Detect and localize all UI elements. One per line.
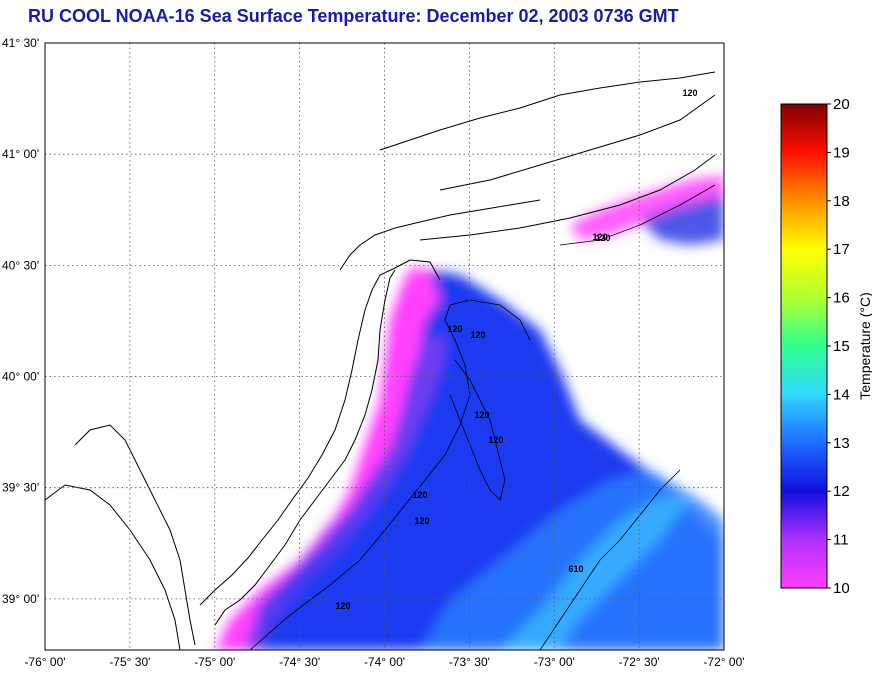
colorbar — [780, 103, 828, 589]
colorbar-tick-label: 19 — [833, 144, 850, 161]
colorbar-tick-label: 14 — [833, 386, 850, 403]
contour-label: 120 — [474, 410, 489, 420]
colorbar-tick-label: 16 — [833, 290, 850, 307]
latitude-labels: 41° 30' 41° 00' 40° 30' 40° 00' 39° 30' 39° 0… — [2, 36, 39, 606]
contour-610-slope — [539, 469, 681, 650]
coastline-ny-harbor — [339, 199, 541, 271]
contour-label: 120 — [335, 601, 350, 611]
sst-data-layer — [215, 175, 724, 650]
sst-field-sound-blue — [640, 195, 724, 245]
sst-field-cyan-streak — [500, 495, 690, 650]
contour-label: 120 — [470, 330, 485, 340]
latitude-label: 39° 30' — [2, 481, 39, 495]
map-frame — [44, 42, 725, 651]
colorbar-tick-label: 11 — [833, 532, 849, 549]
sst-field-shelf-purple — [240, 335, 445, 650]
latitude-label: 41° 30' — [2, 36, 39, 50]
coastline-connecticut — [379, 71, 716, 151]
bathymetry-layer — [249, 184, 716, 650]
contour-label: 120 — [595, 233, 610, 243]
longitude-label: -76° 00' — [24, 655, 65, 669]
coastline-long-island-south — [419, 154, 716, 241]
colorbar-tick-label: 15 — [833, 338, 850, 355]
colorbar-tick-label: 18 — [833, 193, 850, 210]
colorbar-tick-label: 10 — [833, 580, 850, 597]
contour-label: 610 — [568, 564, 583, 574]
latitude-label: 40° 00' — [2, 370, 39, 384]
coastline-long-island-north — [439, 94, 716, 191]
longitude-label: -72° 30' — [619, 655, 660, 669]
contour-label: 120 — [488, 435, 503, 445]
coastline-delaware-bay — [74, 424, 196, 646]
contour-label: 120 — [447, 324, 462, 334]
longitude-label: -74° 00' — [364, 655, 405, 669]
map-title: RU COOL NOAA-16 Sea Surface Temperature:… — [28, 6, 679, 26]
colorbar-tick-label: 13 — [833, 435, 850, 452]
colorbar-tick-label: 20 — [833, 96, 850, 113]
lat-lon-grid — [45, 43, 724, 650]
colorbar-ticks: 10 11 12 13 14 15 16 17 18 19 20 — [827, 96, 850, 597]
longitude-labels: -76° 00' -75° 30' -75° 00' -74° 30' -74° 00'… — [24, 655, 744, 669]
sst-field-sound-magenta — [570, 175, 724, 240]
coastline-layer — [45, 71, 716, 650]
longitude-label: -75° 00' — [194, 655, 235, 669]
coastline-nj — [214, 269, 396, 626]
longitude-label: -75° 30' — [109, 655, 150, 669]
longitude-label: -72° 00' — [703, 655, 744, 669]
contour-label: 120 — [412, 490, 427, 500]
colorbar-tick-label: 12 — [833, 483, 850, 500]
latitude-label: 39° 00' — [2, 592, 39, 606]
colorbar-label: Temperature (°C) — [857, 292, 872, 400]
contour-label: 120 — [592, 232, 607, 242]
sst-field-coastal-cold — [215, 268, 440, 650]
longitude-label: -73° 00' — [534, 655, 575, 669]
latitude-label: 40° 30' — [2, 258, 39, 272]
coastline-nj-inner — [199, 259, 441, 606]
contour-120-shelf — [249, 299, 531, 650]
longitude-label: -74° 30' — [279, 655, 320, 669]
longitude-label: -73° 30' — [449, 655, 490, 669]
contour-120-sound — [559, 184, 716, 246]
contour-label: 120 — [682, 88, 697, 98]
contour-120-hudson — [449, 359, 506, 501]
latitude-label: 41° 00' — [2, 147, 39, 161]
contour-label: 120 — [414, 516, 429, 526]
colorbar-tick-label: 17 — [833, 241, 850, 258]
